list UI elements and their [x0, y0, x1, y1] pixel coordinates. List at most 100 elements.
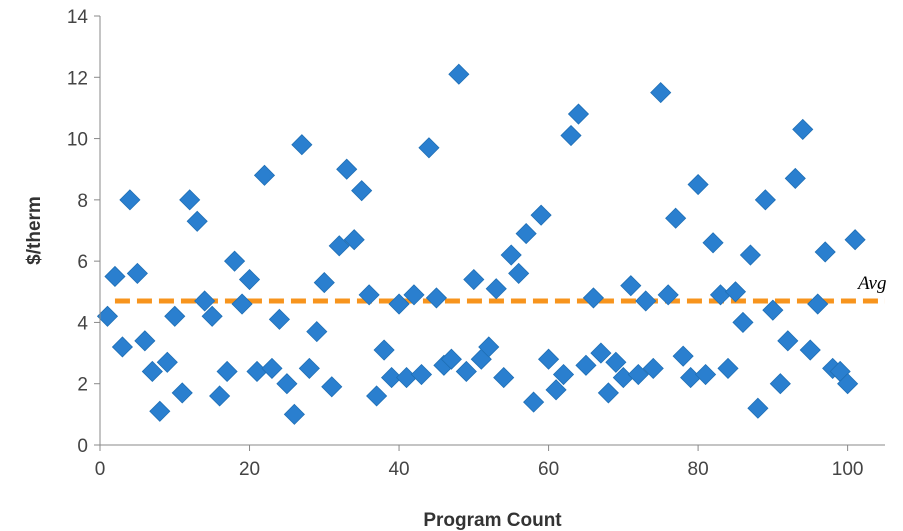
data-point [351, 180, 373, 202]
x-axis-title: Program Count [423, 510, 562, 531]
axes: 0 2 4 6 8 10 12 14 0 20 40 60 80 100 [67, 7, 885, 480]
data-point [179, 189, 201, 211]
data-point [261, 357, 283, 379]
data-point [702, 232, 724, 254]
data-point [440, 348, 462, 370]
data-point [119, 189, 141, 211]
data-point [500, 244, 522, 266]
data-point [209, 385, 231, 407]
y-tick-label: 14 [67, 7, 89, 28]
data-point [246, 360, 268, 383]
data-point [680, 367, 702, 389]
data-point [739, 244, 761, 266]
data-point [306, 321, 328, 343]
data-point [762, 299, 784, 321]
data-point [283, 403, 305, 425]
data-point [388, 293, 410, 315]
data-point [635, 290, 657, 312]
data-point [291, 134, 313, 156]
data-point [515, 222, 537, 245]
data-point [478, 336, 500, 358]
data-point [747, 397, 769, 419]
data-point [381, 367, 403, 389]
data-point [268, 308, 290, 330]
data-point [657, 284, 679, 306]
data-point [627, 363, 649, 386]
x-tick-label: 100 [832, 459, 864, 480]
data-point [695, 363, 717, 386]
data-point [837, 373, 859, 395]
data-point [298, 357, 320, 379]
data-point [605, 351, 627, 373]
data-point [403, 284, 425, 306]
data-point [597, 382, 619, 404]
data-point [321, 376, 343, 398]
data-point [313, 272, 335, 294]
x-tick-label: 60 [538, 459, 559, 480]
data-point [567, 103, 590, 125]
data-point [253, 164, 276, 186]
data-point [164, 305, 186, 327]
data-point [575, 354, 597, 376]
data-point [238, 268, 261, 291]
data-point [328, 235, 350, 257]
data-point [463, 268, 485, 291]
data-point [194, 290, 216, 312]
data-point [425, 287, 447, 309]
data-point [224, 250, 246, 272]
data-point [807, 293, 829, 315]
data-point [777, 330, 799, 352]
data-point [620, 275, 642, 297]
data-point [111, 336, 133, 358]
data-point [523, 391, 545, 413]
data-point [650, 82, 672, 104]
data-point [418, 137, 440, 159]
data-point [395, 367, 418, 389]
data-point [410, 363, 433, 386]
data-point [508, 262, 530, 284]
data-point [552, 363, 575, 386]
data-point [792, 118, 814, 140]
x-tick-label: 20 [239, 459, 260, 480]
data-point [560, 124, 582, 147]
data-point [582, 287, 604, 309]
data-points [96, 63, 866, 425]
data-point [844, 229, 866, 251]
y-tick-label: 6 [77, 252, 88, 273]
data-point [134, 330, 156, 352]
data-point [493, 367, 515, 389]
data-point [366, 385, 388, 407]
data-point [156, 351, 178, 373]
data-point [754, 189, 776, 211]
data-point [672, 345, 694, 367]
average-line-label: Avg [856, 273, 887, 294]
data-point [336, 158, 358, 180]
data-point [276, 373, 298, 395]
data-point [485, 278, 507, 300]
y-tick-label: 4 [77, 313, 88, 334]
data-point [814, 241, 836, 263]
data-point [126, 262, 148, 284]
data-point [769, 373, 791, 395]
data-point [171, 382, 193, 404]
data-point [141, 360, 163, 383]
x-tick-label: 40 [388, 459, 409, 480]
data-point [104, 265, 126, 288]
data-point [358, 284, 380, 306]
data-point [231, 293, 253, 315]
data-point [186, 210, 208, 232]
data-point [373, 339, 395, 361]
data-point [96, 305, 119, 327]
data-point [201, 305, 223, 327]
x-tick-label: 0 [95, 459, 106, 480]
data-point [455, 360, 477, 383]
data-point [343, 229, 365, 251]
data-point [642, 357, 664, 379]
data-point [732, 311, 754, 333]
data-point [448, 63, 470, 85]
data-point [149, 400, 171, 422]
y-tick-label: 10 [67, 130, 88, 151]
y-tick-label: 2 [77, 375, 88, 396]
data-point [590, 342, 612, 364]
